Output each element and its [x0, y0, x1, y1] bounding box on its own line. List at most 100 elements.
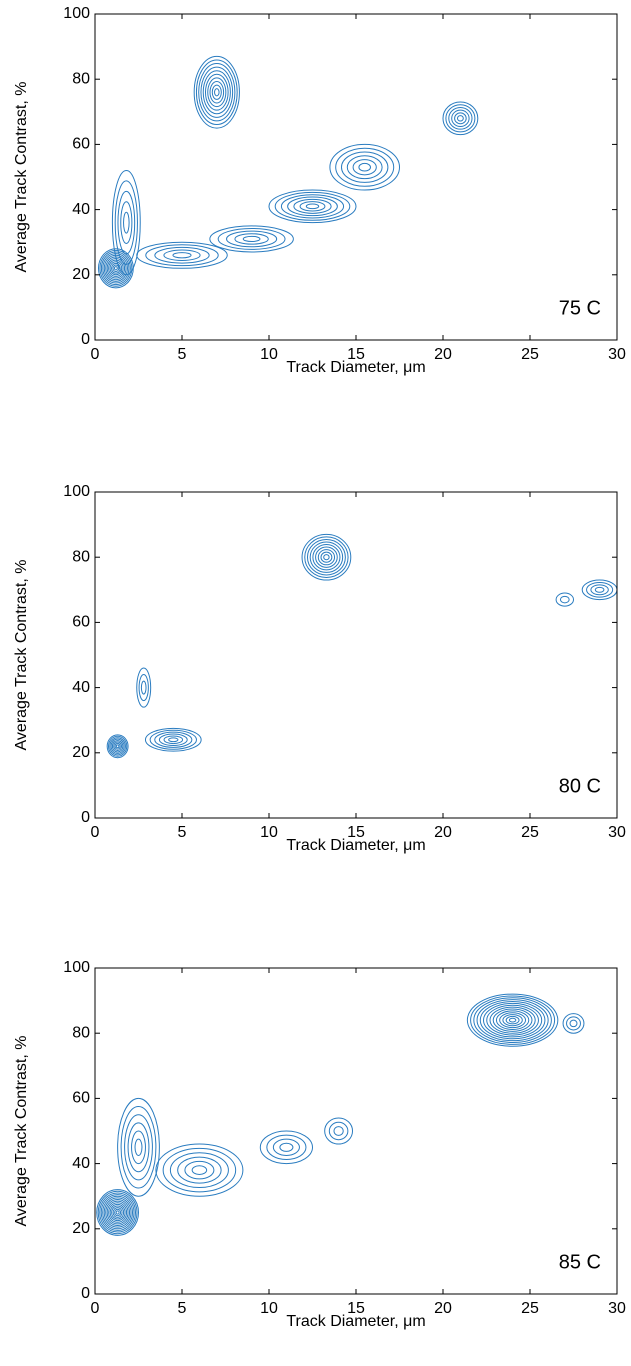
annotation: 80 C — [559, 775, 601, 797]
contour-line — [106, 734, 129, 759]
y-tick-label: 100 — [63, 5, 90, 22]
y-tick-label: 20 — [72, 1220, 90, 1237]
contour-line — [184, 1160, 215, 1180]
contour-line — [272, 1138, 300, 1156]
plot-area — [97, 55, 479, 289]
contour-line — [486, 1004, 539, 1036]
x-tick-label: 25 — [521, 824, 539, 841]
contour-line — [268, 189, 357, 224]
contour-line — [162, 1147, 237, 1193]
x-tick-label: 20 — [434, 346, 452, 363]
contour-line — [134, 1138, 143, 1156]
contour-line — [145, 244, 219, 267]
contour-line — [191, 1165, 208, 1175]
contour-line — [299, 201, 326, 212]
contour-line — [341, 151, 389, 183]
contour-line — [117, 1097, 160, 1197]
y-tick-label: 20 — [72, 266, 90, 283]
contour-line — [328, 1121, 349, 1141]
x-tick-label: 30 — [608, 1300, 626, 1317]
contour-line — [479, 1001, 546, 1040]
contour-line — [113, 266, 118, 271]
contour-line — [111, 169, 141, 276]
contour-line — [476, 999, 549, 1042]
x-tick-label: 15 — [347, 824, 365, 841]
plot-area — [106, 533, 617, 759]
x-tick-label: 20 — [434, 1300, 452, 1317]
contour-line — [96, 1189, 140, 1236]
contour-line — [569, 1019, 578, 1028]
contour-line — [234, 233, 269, 245]
contour-line — [586, 581, 614, 598]
contour-line — [470, 995, 556, 1045]
contour-line — [136, 667, 152, 708]
contour-line — [103, 1197, 132, 1228]
y-tick-label: 40 — [72, 1155, 90, 1172]
y-tick-label: 0 — [81, 1285, 90, 1302]
contour-line — [495, 1010, 530, 1030]
annotation: 85 C — [559, 1251, 601, 1273]
contour-line — [108, 1202, 128, 1223]
contour-line — [195, 59, 238, 126]
contour-line — [168, 737, 179, 743]
contour-line — [492, 1008, 533, 1032]
contour-line — [209, 225, 294, 253]
contour-line — [154, 246, 210, 264]
contour-line — [499, 1012, 527, 1029]
contour-line — [204, 73, 229, 111]
contour-line — [109, 737, 126, 756]
contour-line — [304, 536, 349, 578]
x-tick-label: 25 — [521, 346, 539, 363]
chart-panel: 0 5 10 15 20 25 30 0 20 40 60 80 100 Track Diameter, … — [13, 483, 626, 854]
contour-line — [109, 261, 123, 276]
contour-line — [114, 1208, 122, 1217]
contour-line — [508, 1017, 517, 1023]
contour-line — [163, 249, 201, 261]
contour-line — [97, 1190, 138, 1235]
contour-line — [99, 1192, 137, 1233]
contour-line — [209, 80, 225, 104]
x-tick-label: 0 — [91, 824, 100, 841]
x-tick-label: 10 — [260, 346, 278, 363]
contour-line — [335, 147, 395, 187]
contour-line — [274, 191, 351, 221]
contour-line — [120, 201, 133, 245]
contour-line — [483, 1002, 543, 1038]
y-tick-label: 60 — [72, 136, 90, 153]
contour-line — [329, 143, 401, 191]
contour-line — [108, 259, 124, 277]
contour-line — [466, 993, 559, 1047]
contour-line — [105, 1198, 131, 1227]
contour-line — [111, 262, 121, 274]
contour-line — [320, 551, 333, 563]
x-tick-label: 10 — [260, 1300, 278, 1317]
contour-line — [112, 1207, 123, 1218]
x-tick-label: 25 — [521, 1300, 539, 1317]
y-tick-label: 100 — [63, 959, 90, 976]
x-tick-label: 20 — [434, 824, 452, 841]
x-tick-label: 15 — [347, 346, 365, 363]
x-tick-label: 5 — [178, 346, 187, 363]
contour-line — [155, 1143, 244, 1197]
y-tick-label: 100 — [63, 483, 90, 500]
contour-line — [117, 190, 136, 255]
contour-line — [149, 729, 198, 750]
contour-line — [555, 592, 574, 607]
contour-line — [110, 738, 125, 754]
y-tick-label: 0 — [81, 809, 90, 826]
contour-line — [172, 252, 192, 259]
contour-line — [594, 586, 605, 593]
chart-panel: 0 5 10 15 20 25 30 0 20 40 60 80 100 Track Diameter, … — [13, 959, 626, 1330]
contour-line — [473, 997, 552, 1044]
contour-line — [266, 1134, 307, 1161]
y-tick-label: 80 — [72, 1024, 90, 1041]
x-tick-label: 30 — [608, 346, 626, 363]
contour-line — [211, 84, 222, 100]
contour-line — [202, 70, 231, 115]
contour-line — [442, 101, 479, 136]
contour-line — [457, 115, 464, 122]
contour-line — [317, 549, 336, 566]
y-tick-label: 40 — [72, 201, 90, 218]
contour-line — [293, 198, 332, 214]
